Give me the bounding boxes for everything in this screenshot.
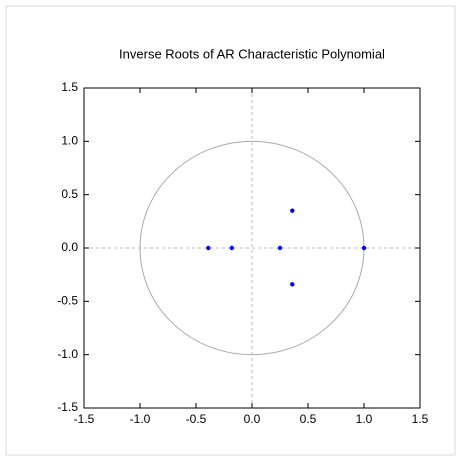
root-point [361,245,367,251]
x-tick-label: 1.0 [356,412,373,426]
x-tick-label: -1.0 [130,412,151,426]
window-frame [5,5,456,456]
x-tick-label: 1.5 [412,412,429,426]
x-tick-label: -0.5 [186,412,207,426]
root-point [229,245,235,251]
chart-title: Inverse Roots of AR Characteristic Polyn… [119,46,385,61]
y-tick-label: 0.5 [61,187,78,201]
y-tick-label: 1.5 [61,80,78,94]
x-tick-label: 0.5 [300,412,317,426]
y-tick-label: -1.0 [57,347,78,361]
x-tick-label: 0.0 [244,412,261,426]
root-point [206,245,211,251]
y-tick-label: -0.5 [57,294,78,308]
root-point [290,282,295,287]
x-tick-label: -1.5 [74,412,95,426]
y-tick-label: -1.5 [57,400,78,414]
y-tick-label: 0.0 [61,240,78,254]
root-point [277,245,283,251]
root-point [290,208,295,213]
y-tick-label: 1.0 [61,134,78,148]
